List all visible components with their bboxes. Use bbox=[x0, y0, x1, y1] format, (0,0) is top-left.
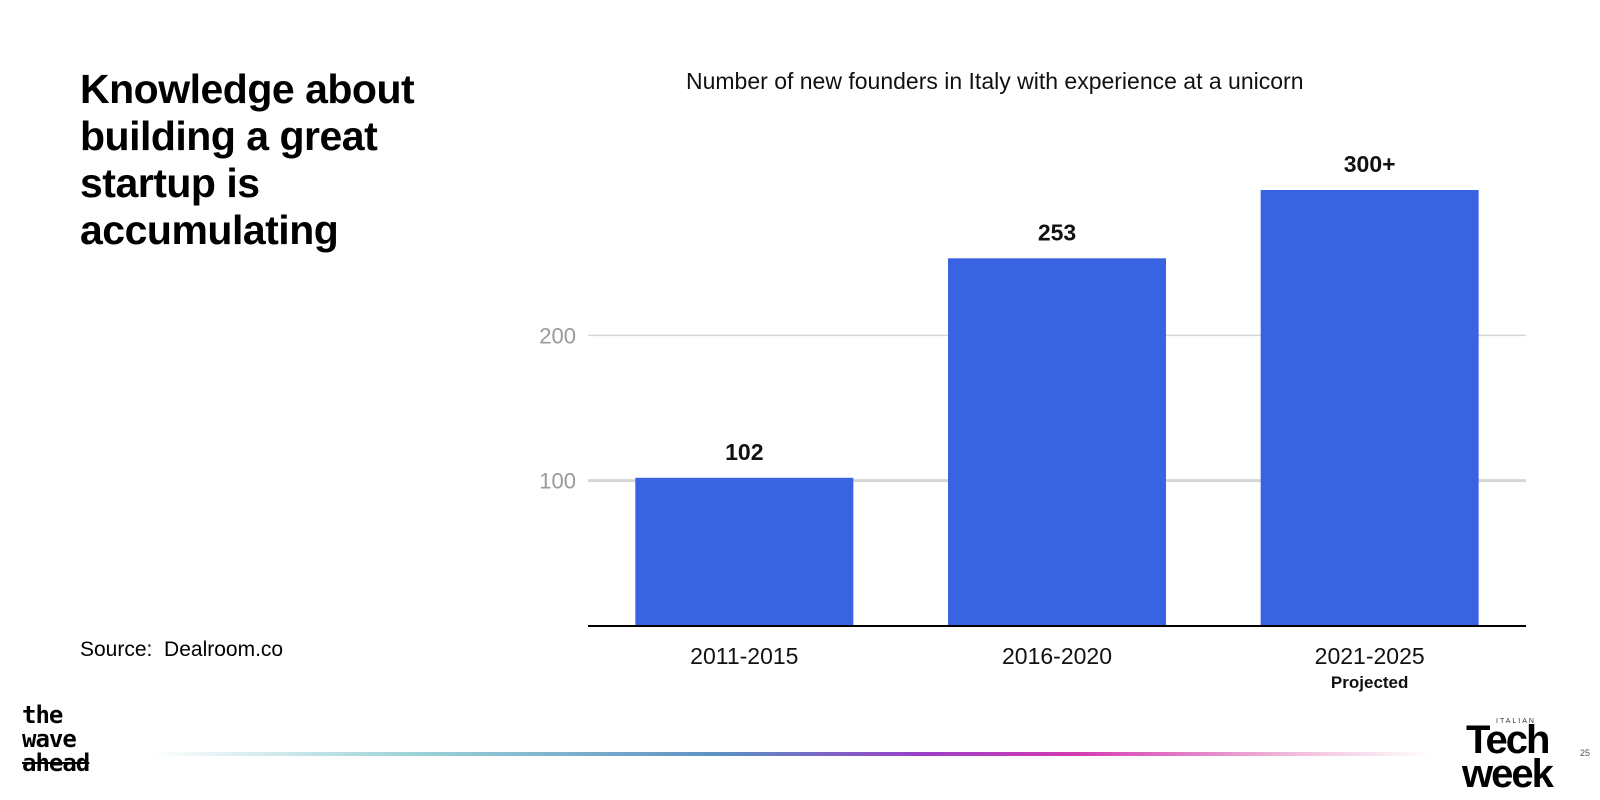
x-tick-label: 2021-2025 bbox=[1315, 643, 1425, 669]
gradient-divider bbox=[150, 752, 1430, 756]
logo-line: wave bbox=[22, 725, 77, 753]
data-label: 300+ bbox=[1344, 151, 1396, 177]
headline: Knowledge about building a great startup… bbox=[80, 66, 415, 253]
logo-line: ahead bbox=[22, 749, 90, 777]
y-tick-label: 200 bbox=[539, 323, 576, 348]
the-wave-ahead-logo: the wave ahead bbox=[22, 701, 90, 777]
page-number: 25 bbox=[1580, 748, 1591, 758]
bar bbox=[948, 258, 1166, 626]
y-tick-label: 100 bbox=[539, 469, 576, 494]
data-label: 253 bbox=[1038, 219, 1076, 245]
bar bbox=[635, 477, 854, 626]
source-note: Source: Dealroom.co bbox=[80, 638, 284, 661]
x-tick-label: 2016-2020 bbox=[1002, 643, 1112, 669]
logo-line: the bbox=[22, 701, 63, 729]
logo-small-text: ITALIAN bbox=[1496, 718, 1536, 725]
italian-tech-week-logo: ITALIAN Tech week 25 bbox=[1462, 718, 1592, 798]
logo-week-text: week bbox=[1462, 752, 1554, 796]
bar bbox=[1260, 190, 1479, 626]
chart-title: Number of new founders in Italy with exp… bbox=[686, 68, 1304, 94]
x-tick-sublabel: Projected bbox=[1331, 673, 1408, 692]
logo-tech-text: Tech bbox=[1466, 718, 1550, 762]
data-label: 102 bbox=[725, 439, 763, 465]
x-tick-label: 2011-2015 bbox=[690, 643, 798, 669]
